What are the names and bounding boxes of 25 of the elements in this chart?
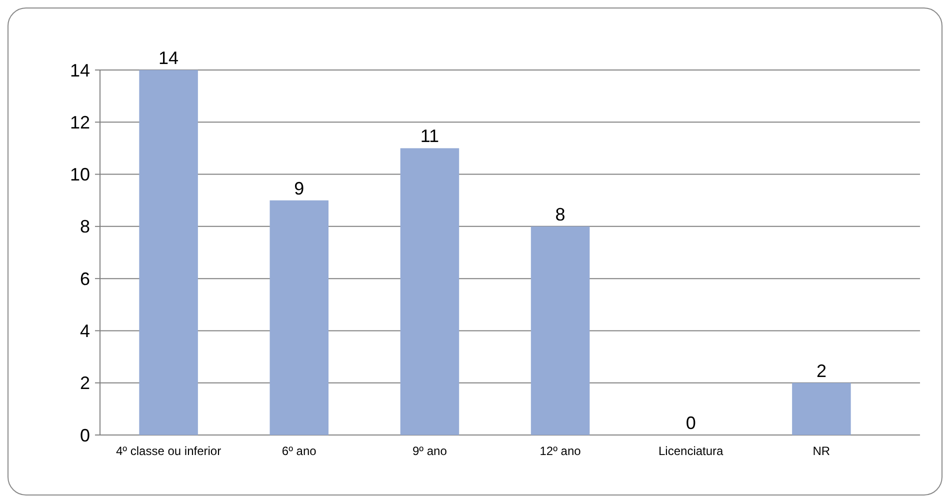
y-tick-label: 4	[80, 321, 90, 342]
bar	[400, 148, 460, 435]
x-tick-label: Licenciatura	[658, 444, 724, 458]
x-tick-label: NR	[812, 444, 830, 458]
y-tick-label: 14	[70, 60, 90, 80]
data-label: 8	[555, 204, 566, 224]
bar	[792, 382, 851, 435]
x-tick-label: 4º classe ou inferior	[116, 444, 222, 458]
y-tick-label: 0	[80, 425, 90, 446]
x-tick-label: 12º ano	[540, 444, 582, 458]
data-label: 9	[294, 178, 304, 198]
bar	[270, 200, 329, 435]
data-label: 0	[686, 413, 696, 433]
bar	[139, 70, 198, 435]
y-tick-label: 8	[80, 216, 90, 237]
x-tick-label: 9º ano	[412, 444, 448, 458]
data-label: 11	[420, 126, 440, 146]
y-tick-label: 12	[70, 112, 90, 132]
data-label: 14	[158, 48, 179, 68]
bar	[530, 226, 590, 435]
data-label: 2	[816, 360, 826, 381]
y-tick-label: 10	[70, 164, 90, 185]
x-tick-label: 6º ano	[282, 444, 317, 458]
y-tick-label: 6	[80, 268, 90, 289]
y-tick-label: 2	[80, 373, 90, 394]
